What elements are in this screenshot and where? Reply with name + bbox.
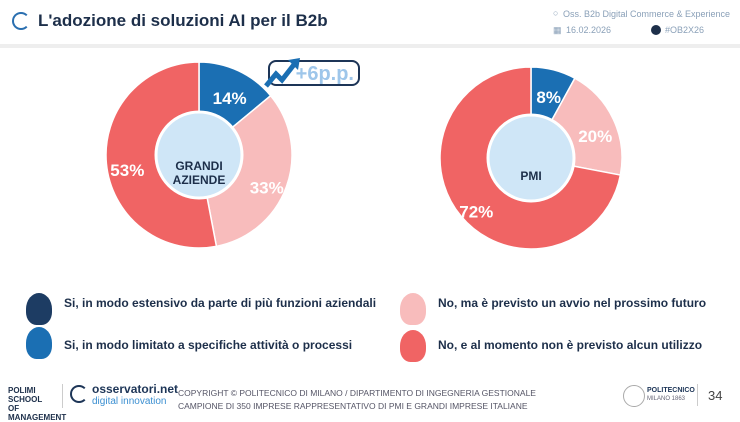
polimi-logo: POLIMI SCHOOL OF MANAGEMENT	[8, 386, 67, 422]
legend-item: Si, in modo limitato a specifiche attivi…	[64, 338, 353, 352]
center-label: PMI	[520, 169, 541, 183]
slice-label: 72%	[459, 202, 493, 221]
date-label: 16.02.2026	[566, 25, 612, 35]
observatory-logo-icon	[12, 12, 30, 30]
legend-item: No, ma è previsto un avvio nel prossimo …	[438, 296, 707, 310]
politecnico-name: POLITECNICO	[647, 387, 695, 394]
search-icon: ○	[553, 8, 559, 18]
train-icon	[26, 327, 52, 359]
slice-label: 8%	[536, 88, 561, 107]
person-icon	[400, 330, 426, 362]
sample-note: CAMPIONE DI 350 IMPRESE RAPPRESENTATIVO …	[178, 401, 528, 411]
source-label: Oss. B2b Digital Commerce & Experience	[563, 9, 731, 19]
legend-item: Si, in modo estensivo da parte di più fu…	[64, 296, 377, 310]
politecnico-city: MILANO 1863	[647, 396, 686, 402]
brand-name: osservatori.net	[92, 382, 179, 396]
slice-label: 53%	[110, 161, 144, 180]
slice-label: 33%	[250, 178, 284, 197]
center-label: GRANDI	[175, 159, 222, 173]
header-divider	[0, 44, 740, 48]
politecnico-seal	[623, 385, 645, 407]
calendar-icon: ▦	[553, 25, 562, 35]
trend-arrow-icon	[264, 58, 300, 88]
car-icon	[400, 293, 426, 325]
divider	[62, 384, 63, 408]
donut-slice	[198, 94, 293, 248]
slice-label: 20%	[578, 127, 612, 146]
hashtag-label: #OB2X26	[665, 25, 705, 35]
airplane-icon	[26, 293, 52, 325]
x-logo-icon	[651, 25, 661, 35]
slice-label: 14%	[213, 89, 247, 108]
divider	[697, 384, 698, 406]
legend-item: No, e al momento non è previsto alcun ut…	[438, 338, 703, 352]
page-number: 34	[708, 388, 723, 403]
copyright: COPYRIGHT © POLITECNICO DI MILANO / DIPA…	[178, 388, 536, 398]
brand-tagline: digital innovation	[92, 396, 167, 407]
center-illustration	[486, 113, 576, 203]
center-illustration	[154, 110, 244, 200]
center-label: AZIENDE	[173, 173, 226, 187]
page-title: L'adozione di soluzioni AI per il B2b	[38, 11, 328, 30]
osservatori-logo-icon	[70, 385, 88, 403]
